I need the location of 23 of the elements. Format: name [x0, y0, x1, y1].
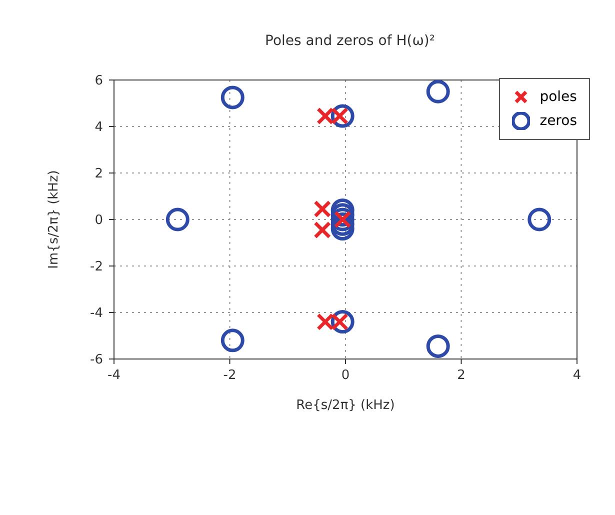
point: [426, 80, 450, 104]
legend-label: zeros: [540, 113, 577, 129]
x-tick-label: 2: [457, 368, 466, 384]
y-tick-label: 0: [94, 213, 103, 228]
point: [166, 208, 190, 232]
point: [528, 208, 552, 232]
point: [220, 86, 244, 110]
y-tick-label: 4: [94, 120, 103, 136]
x-tick-label: -4: [108, 368, 120, 384]
y-tick-label: -2: [90, 260, 103, 275]
y-tick-label: 6: [94, 74, 103, 89]
y-axis-title: Im{s/2π} (kHz): [46, 170, 62, 269]
point: [426, 334, 450, 358]
legend-label: poles: [540, 89, 577, 105]
x-tick-label: -2: [223, 368, 236, 384]
y-tick-label: -4: [90, 306, 103, 322]
chart-title: Poles and zeros of H(ω)²: [264, 33, 436, 49]
y-tick-label: -6: [90, 352, 103, 368]
x-axis-title: Re{s/2π} (kHz): [296, 398, 395, 413]
x-tick-label: 0: [341, 368, 350, 384]
x-tick-label: 4: [572, 368, 582, 384]
point: [220, 328, 244, 352]
y-tick-label: 2: [94, 166, 103, 182]
